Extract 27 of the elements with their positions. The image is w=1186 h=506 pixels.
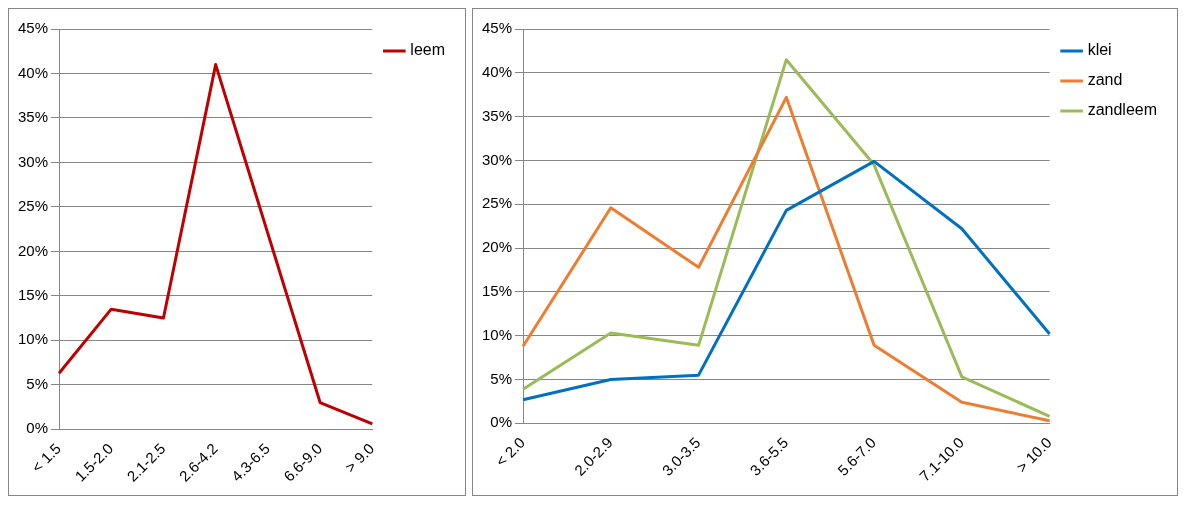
legend-label: leem bbox=[410, 41, 446, 59]
y-tick-label: 35% bbox=[17, 108, 49, 126]
y-tick-label: 0% bbox=[26, 419, 49, 437]
y-tick-label: 10% bbox=[481, 325, 513, 343]
legend-label: klei bbox=[1087, 41, 1112, 59]
y-tick-label: 5% bbox=[490, 369, 513, 387]
y-tick-label: 20% bbox=[17, 241, 49, 259]
y-tick-label: 25% bbox=[17, 197, 49, 215]
legend-label: zand bbox=[1087, 71, 1123, 89]
y-tick-label: 30% bbox=[17, 152, 49, 170]
x-tick-label: < 1.5 bbox=[28, 439, 65, 476]
x-tick-label: > 9.0 bbox=[341, 439, 378, 476]
y-tick-label: 30% bbox=[481, 150, 513, 168]
y-tick-label: 35% bbox=[481, 106, 513, 124]
y-tick-label: 15% bbox=[481, 282, 513, 300]
y-tick-label: 15% bbox=[17, 285, 49, 303]
x-tick-label: < 2.0 bbox=[492, 433, 529, 470]
y-tick-label: 20% bbox=[481, 238, 513, 256]
y-tick-label: 5% bbox=[26, 374, 49, 392]
y-tick-label: 45% bbox=[17, 19, 49, 37]
legend-label: zandleem bbox=[1087, 101, 1157, 119]
y-tick-label: 0% bbox=[490, 413, 513, 431]
y-tick-label: 40% bbox=[481, 62, 513, 80]
y-tick-label: 45% bbox=[481, 19, 513, 37]
y-tick-label: 10% bbox=[17, 330, 49, 348]
y-tick-label: 40% bbox=[17, 63, 49, 81]
y-tick-label: 25% bbox=[481, 194, 513, 212]
